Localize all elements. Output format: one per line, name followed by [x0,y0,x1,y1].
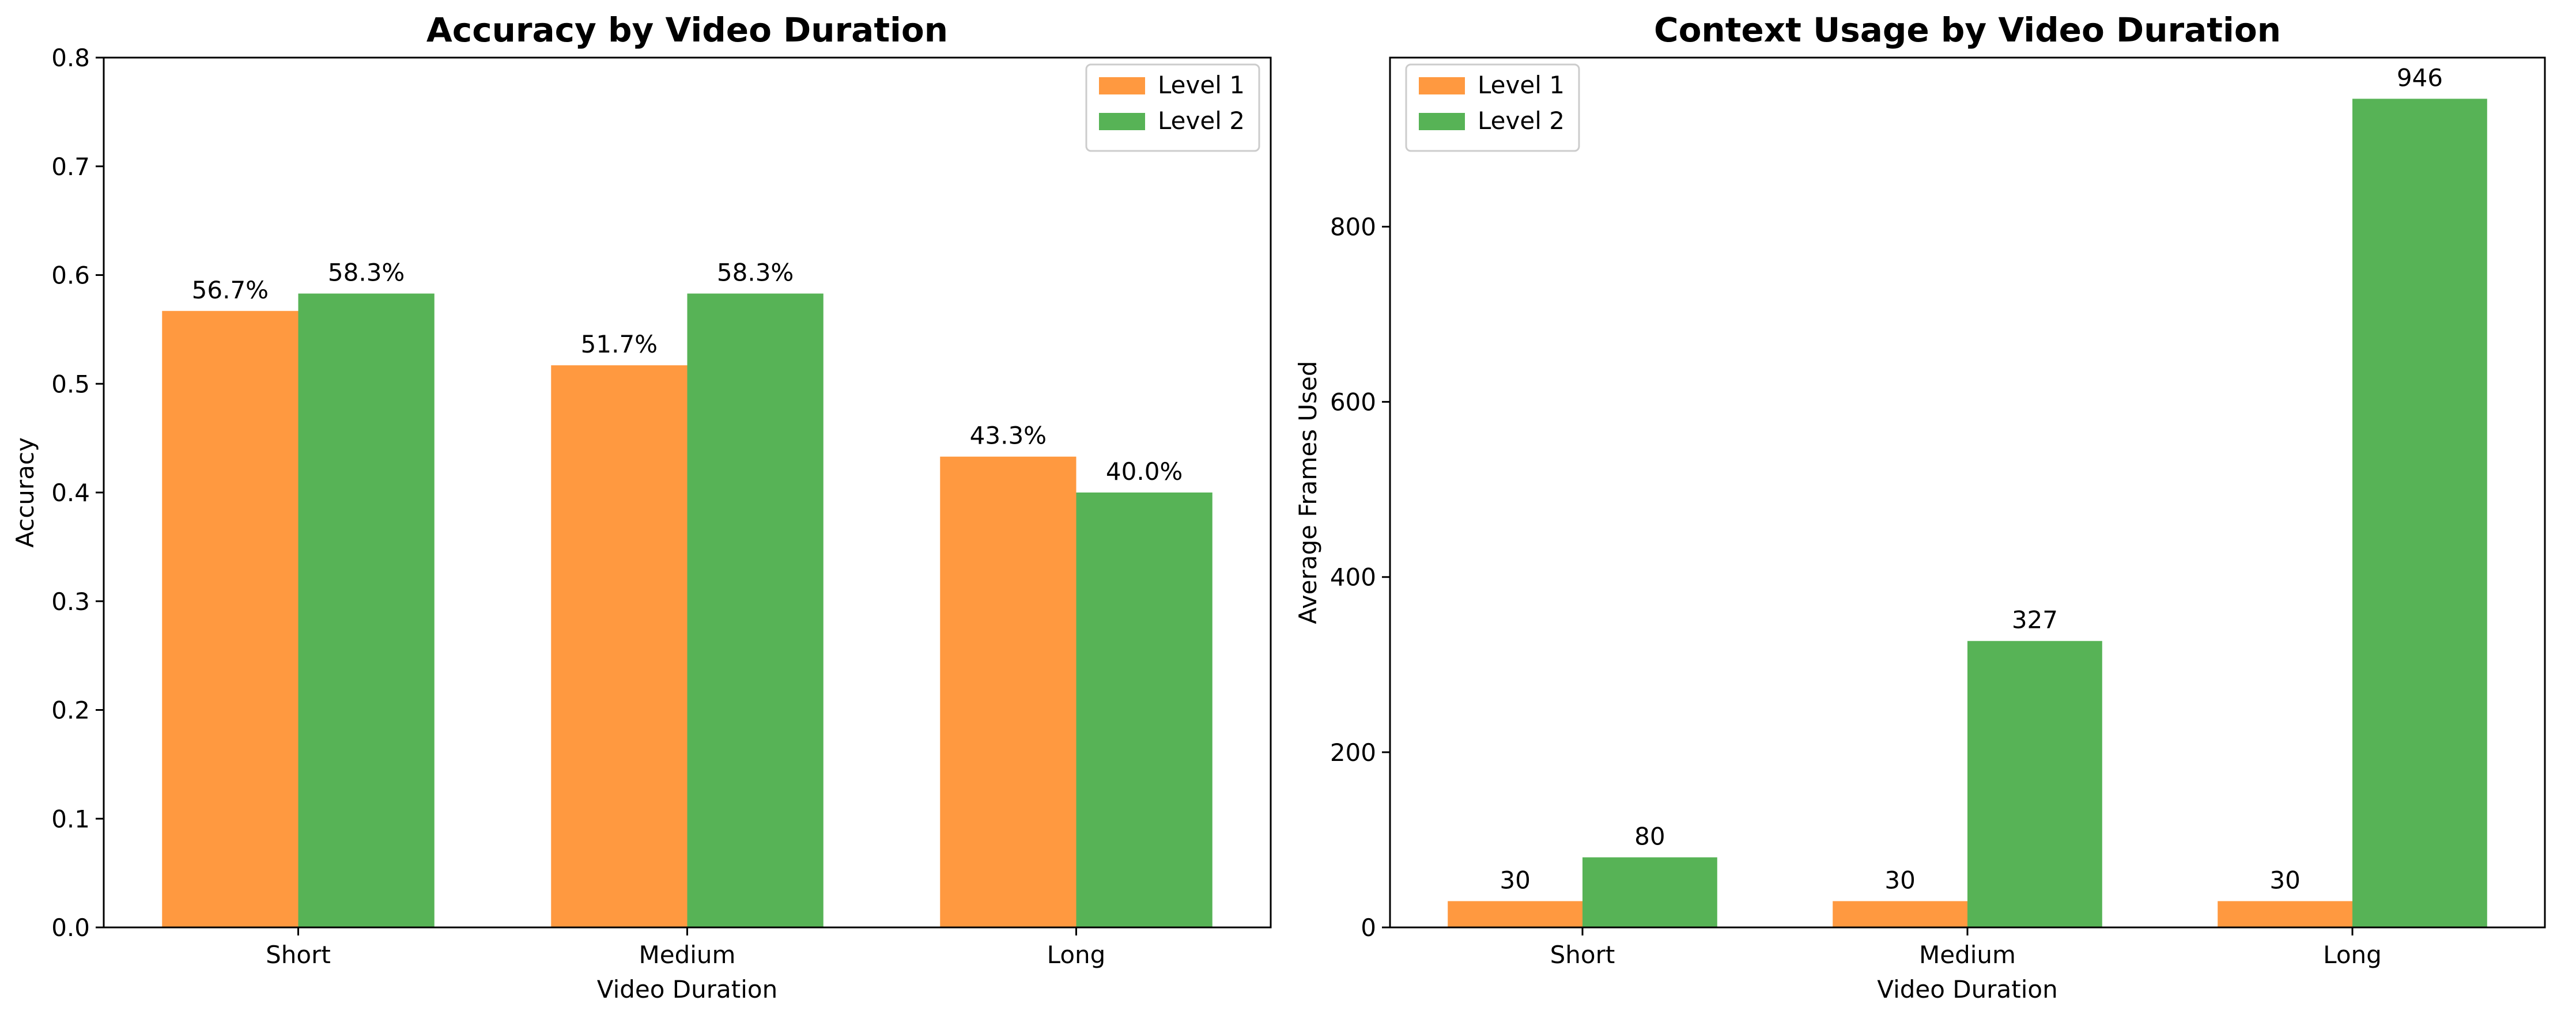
y-axis-label: Accuracy [11,437,39,548]
x-tick-label: Short [266,941,331,969]
bar [298,293,435,927]
bar [940,456,1077,927]
legend-label: Level 1 [1158,71,1245,99]
data-label: 80 [1634,822,1665,850]
y-tick-label: 200 [1330,738,1376,767]
y-tick-label: 0 [1361,914,1376,942]
bar [1448,901,1582,927]
legend-swatch [1099,113,1145,130]
chart-title: Context Usage by Video Duration [1654,10,2281,50]
y-tick-label: 0.8 [51,44,90,72]
y-tick-label: 0.2 [51,696,90,725]
data-label: 51.7% [581,330,658,358]
data-label: 43.3% [970,422,1047,450]
x-tick-label: Long [1047,941,1106,969]
legend-label: Level 2 [1158,107,1245,135]
legend-label: Level 2 [1478,107,1565,135]
bar [1967,641,2102,927]
x-tick-label: Long [2323,941,2382,969]
y-axis-label: Average Frames Used [1294,361,1322,624]
x-axis-label: Video Duration [597,975,777,1003]
legend-swatch [1419,77,1465,94]
y-tick-label: 0.3 [51,588,90,616]
y-tick-label: 0.1 [51,805,90,833]
legend-label: Level 1 [1478,71,1565,99]
data-label: 40.0% [1106,457,1183,486]
y-tick-label: 0.6 [51,262,90,290]
bar [687,293,824,927]
y-tick-label: 600 [1330,388,1376,416]
legend-swatch [1099,77,1145,94]
y-tick-label: 0.5 [51,370,90,398]
chart-title: Accuracy by Video Duration [426,10,948,50]
y-tick-label: 0.0 [51,914,90,942]
data-label: 327 [2012,606,2058,634]
bar [162,310,299,927]
bar [2218,901,2352,927]
y-tick-label: 400 [1330,563,1376,592]
bar [1582,857,1717,927]
data-label: 30 [2269,866,2300,894]
legend-swatch [1419,113,1465,130]
y-tick-label: 0.4 [51,479,90,507]
x-tick-label: Medium [639,941,736,969]
data-label: 58.3% [717,259,794,287]
data-label: 58.3% [328,259,405,287]
data-label: 56.7% [192,276,269,304]
bar [1833,901,1967,927]
y-tick-label: 0.7 [51,153,90,181]
bar [551,365,688,927]
data-label: 946 [2397,63,2443,92]
data-label: 30 [1884,866,1915,894]
x-tick-label: Medium [1919,941,2016,969]
bar [1076,493,1213,927]
x-axis-label: Video Duration [1877,975,2057,1003]
bar [2352,99,2487,927]
y-tick-label: 800 [1330,213,1376,241]
x-tick-label: Short [1550,941,1615,969]
data-label: 30 [1499,866,1530,894]
